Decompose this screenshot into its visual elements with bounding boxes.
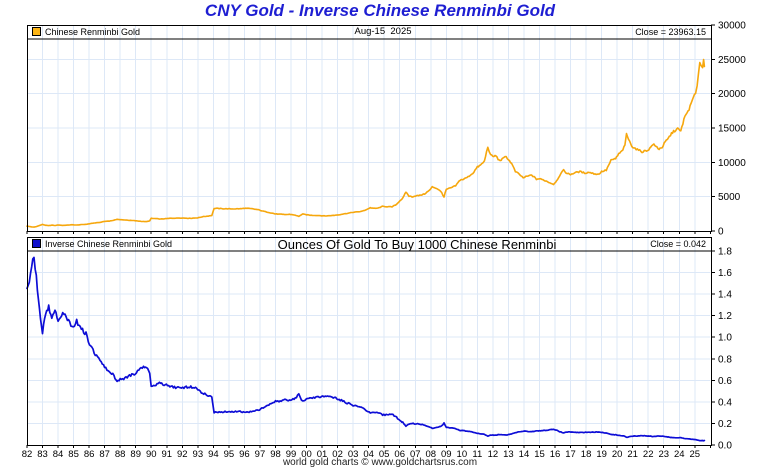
svg-text:18: 18 <box>581 449 592 460</box>
svg-text:10000: 10000 <box>718 158 746 169</box>
top-panel-legend-label: Chinese Renminbi Gold <box>45 27 141 37</box>
svg-text:0: 0 <box>718 227 724 238</box>
svg-text:84: 84 <box>53 449 64 460</box>
svg-text:09: 09 <box>441 449 452 460</box>
svg-text:5000: 5000 <box>718 192 741 203</box>
svg-text:12: 12 <box>488 449 499 460</box>
svg-text:83: 83 <box>37 449 48 460</box>
svg-text:1.0: 1.0 <box>718 333 732 344</box>
chart-attribution: world gold charts © www.goldchartsrus.co… <box>282 457 478 468</box>
svg-text:15000: 15000 <box>718 124 746 135</box>
svg-text:13: 13 <box>503 449 514 460</box>
svg-text:07: 07 <box>410 449 421 460</box>
svg-text:96: 96 <box>239 449 250 460</box>
svg-text:22: 22 <box>643 449 654 460</box>
svg-text:85: 85 <box>68 449 79 460</box>
svg-text:25: 25 <box>690 449 701 460</box>
svg-text:1.4: 1.4 <box>718 290 732 301</box>
svg-text:10: 10 <box>457 449 468 460</box>
bottom-panel-legend: Inverse Chinese Renminbi Gold <box>32 237 172 251</box>
svg-text:20000: 20000 <box>718 89 746 100</box>
bottom-panel-close-value: Close = 0.042 <box>650 239 706 249</box>
svg-text:0.2: 0.2 <box>718 419 732 430</box>
svg-text:1.8: 1.8 <box>718 247 732 258</box>
gold-series-swatch-icon <box>32 27 41 36</box>
bottom-panel-header: Inverse Chinese Renminbi Gold Ounces Of … <box>27 237 711 252</box>
svg-text:89: 89 <box>130 449 141 460</box>
svg-text:1.2: 1.2 <box>718 311 732 322</box>
svg-text:15: 15 <box>534 449 545 460</box>
svg-text:82: 82 <box>22 449 33 460</box>
blue-series-swatch-icon <box>32 239 41 248</box>
svg-text:93: 93 <box>193 449 204 460</box>
svg-text:98: 98 <box>270 449 281 460</box>
svg-text:1.6: 1.6 <box>718 268 732 279</box>
svg-text:87: 87 <box>99 449 110 460</box>
svg-text:0.6: 0.6 <box>718 376 732 387</box>
svg-text:11: 11 <box>472 449 482 460</box>
svg-text:24: 24 <box>674 449 685 460</box>
svg-text:17: 17 <box>565 449 576 460</box>
svg-text:04: 04 <box>363 449 374 460</box>
svg-text:21: 21 <box>627 449 638 460</box>
svg-text:03: 03 <box>348 449 359 460</box>
top-panel-header: Chinese Renminbi Gold Aug-15 2025 Close … <box>27 25 711 39</box>
svg-text:92: 92 <box>177 449 188 460</box>
svg-text:01: 01 <box>317 449 328 460</box>
svg-text:95: 95 <box>224 449 235 460</box>
bottom-panel-legend-label: Inverse Chinese Renminbi Gold <box>45 239 173 249</box>
bottom-panel-caption: Ounces Of Gold To Buy 1000 Chinese Renmi… <box>277 237 557 252</box>
svg-text:05: 05 <box>379 449 390 460</box>
svg-text:30000: 30000 <box>718 21 746 32</box>
svg-text:0.0: 0.0 <box>718 441 732 452</box>
svg-text:0.4: 0.4 <box>718 397 732 408</box>
svg-text:06: 06 <box>394 449 405 460</box>
svg-text:19: 19 <box>596 449 607 460</box>
svg-text:91: 91 <box>161 449 172 460</box>
chart-date-label: Aug-15 2025 <box>354 26 412 37</box>
top-panel-legend: Chinese Renminbi Gold <box>32 25 140 39</box>
svg-text:02: 02 <box>332 449 343 460</box>
svg-text:16: 16 <box>550 449 561 460</box>
svg-text:20: 20 <box>612 449 623 460</box>
svg-text:90: 90 <box>146 449 157 460</box>
svg-text:0.8: 0.8 <box>718 354 732 365</box>
top-panel-close-value: Close = 23963.15 <box>635 27 706 37</box>
svg-text:94: 94 <box>208 449 219 460</box>
svg-text:88: 88 <box>115 449 126 460</box>
svg-text:08: 08 <box>425 449 436 460</box>
svg-text:00: 00 <box>301 449 312 460</box>
svg-text:99: 99 <box>286 449 297 460</box>
svg-text:97: 97 <box>255 449 266 460</box>
svg-text:14: 14 <box>519 449 530 460</box>
svg-text:23: 23 <box>658 449 669 460</box>
page-title: CNY Gold - Inverse Chinese Renminbi Gold <box>204 1 556 20</box>
svg-text:86: 86 <box>84 449 95 460</box>
svg-text:25000: 25000 <box>718 55 746 66</box>
